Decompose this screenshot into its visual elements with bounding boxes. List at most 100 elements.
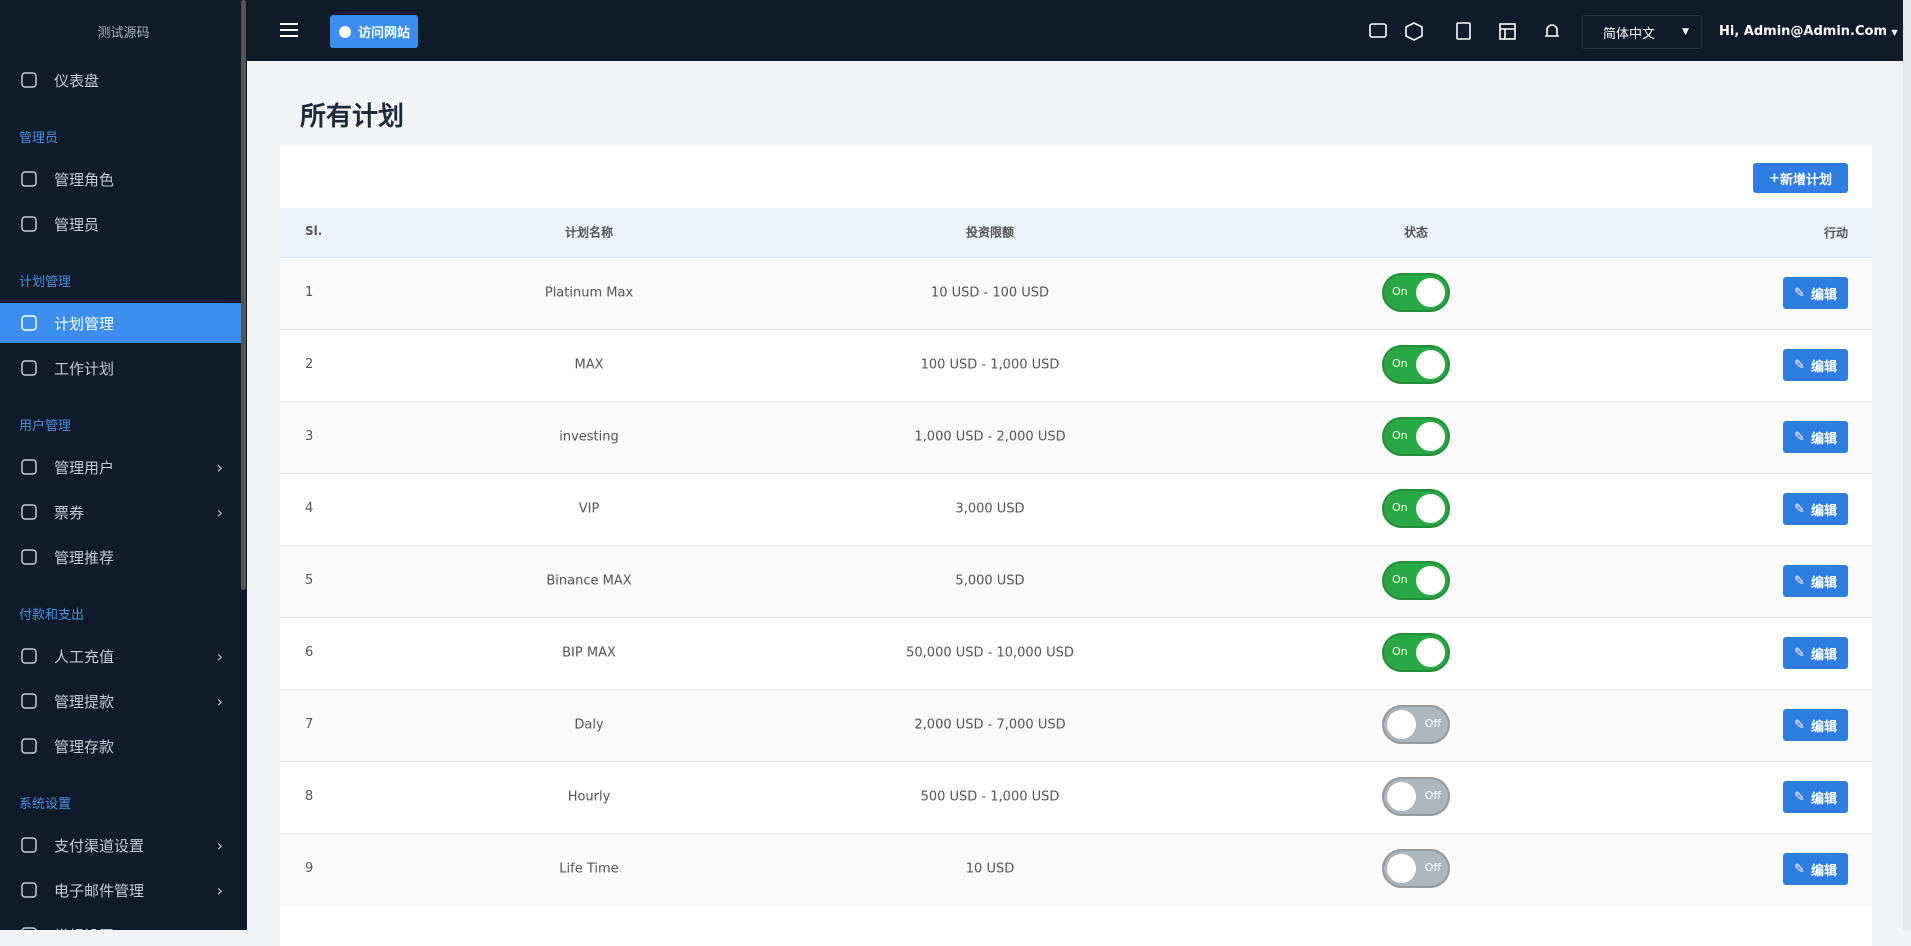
- edit-button[interactable]: ✎ 编辑: [1783, 709, 1848, 741]
- edit-button[interactable]: ✎ 编辑: [1783, 349, 1848, 381]
- cell-limit: 100 USD - 1,000 USD: [920, 357, 1060, 373]
- cell-sl: 8: [305, 789, 314, 804]
- edit-button[interactable]: ✎ 编辑: [1783, 565, 1848, 597]
- cell-name: VIP: [578, 501, 600, 517]
- sidebar: 测试源码 仪表盘 管理员 管理角色 管理员 计划管理 计划管理 工作计划 用户管理 管理用户 › 票…: [0, 0, 247, 930]
- edit-label: 编辑: [1810, 647, 1837, 663]
- nav-item[interactable]: 管理存款: [0, 726, 241, 766]
- toggle-label: On: [1392, 285, 1408, 298]
- status-toggle[interactable]: On: [1382, 561, 1450, 600]
- nav-label: 管理存款: [54, 737, 115, 756]
- visit-label: 访问网站: [357, 26, 410, 41]
- status-toggle[interactable]: On: [1382, 345, 1450, 384]
- cell-name: Hourly: [567, 789, 611, 805]
- nav-label: 管理用户: [54, 458, 115, 477]
- user: Hi, Admin@Admin.Com: [1719, 24, 1888, 39]
- status-toggle[interactable]: Off: [1382, 705, 1450, 744]
- page-scrollbar: [1903, 0, 1911, 930]
- page-title: 所有计划: [300, 102, 405, 132]
- edit-label: 编辑: [1810, 431, 1837, 447]
- table-row: [280, 257, 1872, 330]
- edit-button[interactable]: ✎ 编辑: [1783, 853, 1848, 885]
- toggle-knob: [1416, 350, 1445, 379]
- status-toggle[interactable]: On: [1382, 633, 1450, 672]
- cell-limit: 1,000 USD - 2,000 USD: [914, 429, 1066, 445]
- cell-sl: 9: [305, 861, 314, 876]
- cell-sl: 6: [305, 645, 314, 660]
- nav-label: 常规设置: [54, 925, 114, 931]
- nav-label: 工作计划: [54, 359, 115, 378]
- cell-name: MAX: [574, 357, 604, 373]
- user-menu[interactable]: Hi, Admin@Admin.Com ▼: [1719, 24, 1898, 39]
- nav-label: 管理提款: [54, 692, 115, 711]
- status-toggle[interactable]: Off: [1382, 849, 1450, 888]
- nav-label: 票券: [54, 503, 85, 522]
- section-title: 管理员: [19, 131, 59, 146]
- nav-item[interactable]: 仪表盘: [0, 60, 241, 100]
- toggle-knob: [1416, 638, 1445, 667]
- add-button[interactable]: + 新增计划: [1753, 163, 1848, 193]
- submenu-arrow: ›: [216, 835, 223, 855]
- cell-name: Binance MAX: [546, 573, 632, 589]
- toggle-label: On: [1392, 645, 1408, 658]
- language-select[interactable]: 简体中文 ▼: [1582, 15, 1702, 49]
- column-header: Sl.: [305, 224, 323, 238]
- status-toggle[interactable]: Off: [1382, 777, 1450, 816]
- submenu-arrow: ›: [216, 502, 223, 522]
- cell-sl: 2: [305, 357, 314, 372]
- nav-label: 支付渠道设置: [54, 836, 145, 855]
- nav-label: 电子邮件管理: [54, 881, 145, 900]
- brand: 测试源码: [97, 26, 150, 41]
- cell-name: investing: [559, 429, 619, 445]
- nav-item[interactable]: 管理推荐: [0, 537, 241, 577]
- visit-button[interactable]: 访问网站: [330, 15, 418, 48]
- nav-label: 管理推荐: [54, 548, 115, 567]
- nav-item[interactable]: 工作计划: [0, 348, 241, 388]
- cell-name: Platinum Max: [544, 285, 634, 301]
- table-header: [280, 208, 1872, 257]
- nav-item[interactable]: 管理提款 ›: [0, 681, 241, 721]
- nav-item[interactable]: 计划管理: [0, 303, 241, 343]
- edit-label: 编辑: [1810, 791, 1837, 807]
- toggle-knob: [1387, 782, 1416, 811]
- edit-button[interactable]: ✎ 编辑: [1783, 421, 1848, 453]
- edit-button[interactable]: ✎ 编辑: [1783, 781, 1848, 813]
- toggle-label: On: [1392, 429, 1408, 442]
- table-row: [280, 545, 1872, 618]
- toggle-knob: [1416, 566, 1445, 595]
- cell-limit: 5,000 USD: [955, 573, 1025, 589]
- submenu-arrow: ›: [216, 880, 223, 900]
- edit-button[interactable]: ✎ 编辑: [1783, 277, 1848, 309]
- toggle-label: Off: [1424, 861, 1441, 874]
- column-header: 计划名称: [564, 225, 614, 240]
- table-row: [280, 689, 1872, 762]
- edit-label: 编辑: [1810, 359, 1837, 375]
- add-label: 新增计划: [1779, 172, 1832, 188]
- nav-item[interactable]: 支付渠道设置 ›: [0, 825, 241, 865]
- nav-item[interactable]: 常规设置 ›: [0, 915, 241, 930]
- nav-label: 管理员: [54, 215, 100, 234]
- status-toggle[interactable]: On: [1382, 489, 1450, 528]
- status-toggle[interactable]: On: [1382, 273, 1450, 312]
- column-header: 投资限额: [965, 225, 1015, 240]
- toggle-knob: [1387, 854, 1416, 883]
- nav-item[interactable]: 电子邮件管理 ›: [0, 870, 241, 910]
- nav-item[interactable]: 人工充值 ›: [0, 636, 241, 676]
- status-toggle[interactable]: On: [1382, 417, 1450, 456]
- submenu-arrow: ›: [217, 926, 223, 931]
- edit-label: 编辑: [1810, 719, 1837, 735]
- edit-button[interactable]: ✎ 编辑: [1783, 493, 1848, 525]
- edit-button[interactable]: ✎ 编辑: [1783, 637, 1848, 669]
- submenu-arrow: ›: [216, 457, 223, 477]
- cell-limit: 2,000 USD - 7,000 USD: [914, 717, 1066, 733]
- menu-icon[interactable]: [280, 22, 298, 38]
- nav-item[interactable]: 票券 ›: [0, 492, 241, 532]
- toggle-knob: [1416, 278, 1445, 307]
- toggle-label: On: [1392, 357, 1408, 370]
- nav-item[interactable]: 管理角色: [0, 159, 241, 199]
- table-row: [280, 833, 1872, 906]
- nav-item[interactable]: 管理员: [0, 204, 241, 244]
- toggle-knob: [1416, 422, 1445, 451]
- nav-item[interactable]: 管理用户 ›: [0, 447, 241, 487]
